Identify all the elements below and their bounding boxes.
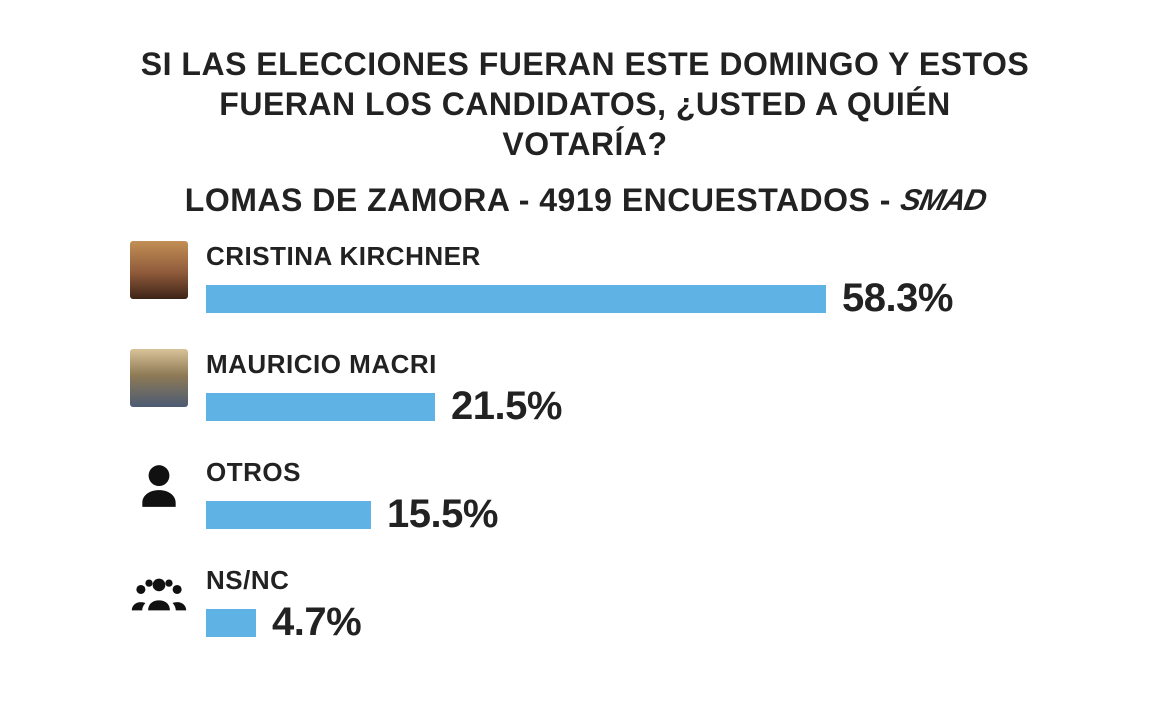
bar-fill [206, 393, 435, 421]
bar-percent: 21.5% [451, 384, 562, 429]
bar-content: MAURICIO MACRI 21.5% [206, 349, 1040, 429]
bar-chart: CRISTINA KIRCHNER 58.3% MAURICIO MACRI 2… [130, 241, 1040, 645]
bar-line: 4.7% [206, 600, 1040, 645]
bar-label: OTROS [206, 457, 1040, 488]
bar-label: NS/NC [206, 565, 1040, 596]
person-silhouette-icon [134, 461, 184, 511]
bar-percent: 4.7% [272, 600, 361, 645]
bar-row: MAURICIO MACRI 21.5% [130, 349, 1040, 429]
bar-label: MAURICIO MACRI [206, 349, 1040, 380]
bar-content: CRISTINA KIRCHNER 58.3% [206, 241, 1040, 321]
bar-content: NS/NC 4.7% [206, 565, 1040, 645]
people-group-icon [130, 573, 188, 615]
bar-content: OTROS 15.5% [206, 457, 1040, 537]
poll-question: SI LAS ELECCIONES FUERAN ESTE DOMINGO Y … [135, 44, 1035, 164]
subtitle-row: LOMAS DE ZAMORA - 4919 ENCUESTADOS - SMA… [90, 182, 1080, 219]
bar-label: CRISTINA KIRCHNER [206, 241, 1040, 272]
candidate-photo [130, 241, 188, 299]
bar-line: 15.5% [206, 492, 1040, 537]
others-icon [130, 457, 188, 515]
nsnc-icon [130, 565, 188, 623]
bar-row: OTROS 15.5% [130, 457, 1040, 537]
poll-subtitle: LOMAS DE ZAMORA - 4919 ENCUESTADOS - [185, 182, 891, 219]
bar-fill [206, 609, 256, 637]
bar-percent: 15.5% [387, 492, 498, 537]
photo-icon [130, 349, 188, 407]
photo-icon [130, 241, 188, 299]
bar-percent: 58.3% [842, 276, 953, 321]
bar-line: 21.5% [206, 384, 1040, 429]
title-line-2: FUERAN LOS CANDIDATOS, ¿USTED A QUIÉN VO… [219, 86, 950, 162]
candidate-photo [130, 349, 188, 407]
bar-fill [206, 285, 826, 313]
brand-logo: SMAD [897, 184, 989, 218]
title-line-1: SI LAS ELECCIONES FUERAN ESTE DOMINGO Y … [141, 46, 1029, 82]
bar-fill [206, 501, 371, 529]
bar-row: NS/NC 4.7% [130, 565, 1040, 645]
poll-infographic: SI LAS ELECCIONES FUERAN ESTE DOMINGO Y … [0, 0, 1170, 645]
bar-line: 58.3% [206, 276, 1040, 321]
bar-row: CRISTINA KIRCHNER 58.3% [130, 241, 1040, 321]
